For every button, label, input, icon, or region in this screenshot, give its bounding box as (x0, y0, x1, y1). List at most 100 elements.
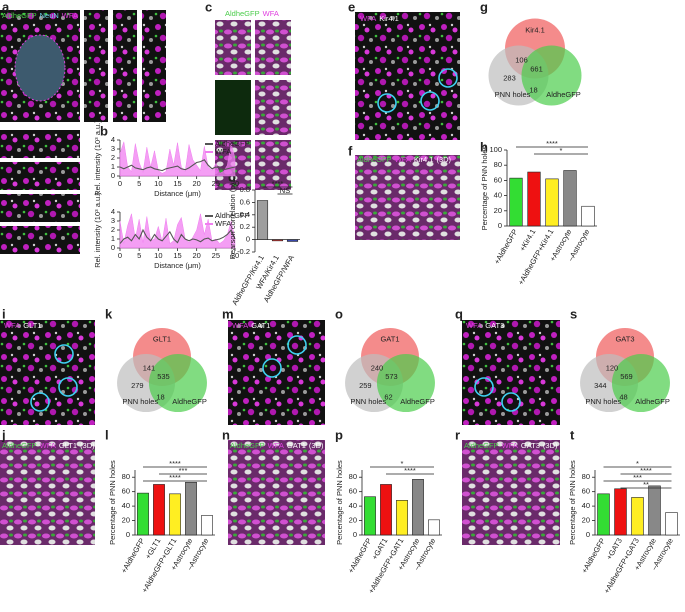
roi-circle (58, 377, 78, 397)
x-tick-label: 20 (192, 179, 200, 188)
panel-letter: a (2, 0, 10, 14)
micrograph (0, 440, 95, 545)
label-part: Kir4.1 (414, 155, 434, 164)
venn-count: 535 (157, 372, 170, 381)
x-tick-label: 25 (212, 251, 220, 260)
venn-set-label: GAT1 (380, 335, 399, 344)
venn-count: 344 (594, 381, 607, 390)
sig-label: **** (404, 466, 416, 475)
y-tick-label: 80 (122, 472, 130, 481)
venn-set-label: GAT3 (615, 335, 634, 344)
venn-count: 48 (619, 393, 627, 402)
legend-label: WFA (215, 219, 231, 228)
y-tick-label: 40 (582, 501, 590, 510)
y-tick-label: 40 (349, 501, 357, 510)
bar (153, 484, 165, 536)
image-label: AldheGFP WFA (3D) (225, 9, 297, 18)
micrograph (142, 10, 166, 122)
y-tick-label: 60 (349, 487, 357, 496)
y-tick-label: 60 (582, 487, 590, 496)
x-tick-label: 5 (137, 179, 141, 188)
venn-set-label: GLT1 (153, 335, 171, 344)
x-tick-label: +AldheGFP (580, 536, 607, 574)
y-tick-label: 60 (122, 487, 130, 496)
x-tick-label: 10 (154, 251, 162, 260)
label-part: AldheGFP (357, 155, 392, 164)
label-part: GLT1 (59, 441, 77, 450)
panel-letter: n (222, 427, 230, 442)
y-tick-label: 4 (111, 207, 115, 216)
bar (364, 496, 376, 536)
venn-count: 569 (620, 372, 633, 381)
label-part: Kir4.1 (379, 14, 399, 23)
y-axis-label: Percentage of PNN holes (108, 460, 117, 545)
venn-count: 240 (371, 364, 384, 373)
y-tick-label: 80 (582, 472, 590, 481)
bar (545, 178, 559, 227)
panel-letter: h (480, 139, 488, 154)
venn-set-label: AldheGFP (172, 397, 207, 406)
micrograph (215, 80, 251, 135)
venn-set (611, 354, 670, 413)
micrograph (113, 10, 137, 122)
x-tick-label: +AldheGFP (492, 227, 519, 265)
micrograph (215, 20, 251, 75)
venn-set-label: Kir4.1 (525, 25, 545, 34)
venn-count: 259 (359, 381, 372, 390)
x-axis-label: Distance (μm) (154, 261, 201, 270)
micrograph (0, 226, 80, 254)
sig-label: NS (280, 186, 290, 195)
roi-circle (438, 68, 458, 88)
neuron (14, 34, 66, 102)
bar (581, 205, 595, 227)
bar (428, 519, 440, 536)
sig-label: *** (179, 466, 188, 475)
sig-label: * (401, 459, 404, 468)
image-label: AldheGFP WFA GAT3 (3D) (464, 441, 558, 450)
micrograph (355, 155, 460, 240)
bar (614, 488, 627, 536)
label-part: GAT1 (251, 321, 270, 330)
micrograph (255, 80, 291, 135)
panel-letter: l (105, 427, 109, 442)
sig-label: * (560, 146, 563, 155)
y-tick-label: 0 (126, 530, 130, 539)
venn-set-label: AldheGFP (635, 397, 670, 406)
sig-label: **** (640, 466, 652, 475)
y-tick-label: 3 (111, 144, 115, 153)
roi-circle (377, 93, 397, 113)
bar (271, 239, 284, 242)
label-part: (3D) (436, 155, 451, 164)
y-tick-label: 60 (494, 175, 502, 184)
x-tick-label: 10 (154, 179, 162, 188)
micrograph (0, 194, 80, 222)
image-label: AldheGFP WFA GLT1 (3D) (2, 441, 95, 450)
venn-count: 661 (530, 64, 543, 73)
image-label: AldheGFP NeuN WFA (2, 11, 78, 20)
bar (509, 177, 523, 227)
label-part: WFA (4, 321, 20, 330)
bar (648, 485, 661, 536)
panel-letter: i (2, 306, 6, 321)
y-tick-label: 0 (246, 235, 250, 244)
image-label: WFA GLT1 (4, 321, 41, 330)
bar (169, 493, 181, 536)
venn-count: 120 (606, 364, 619, 373)
panel-letter: r (455, 427, 460, 442)
venn-set (376, 354, 435, 413)
y-tick-label: 4 (111, 135, 115, 144)
x-tick-label: 5 (137, 251, 141, 260)
y-axis-label: Rel. intensity (10³ a.u.) (93, 192, 102, 268)
micrograph (255, 140, 291, 190)
y-tick-label: 1 (111, 234, 115, 243)
panel-letter: g (480, 0, 488, 14)
venn-count: 283 (503, 73, 516, 82)
panel-letter: d (228, 169, 236, 184)
roi-circle (262, 358, 282, 378)
micrograph (255, 20, 291, 75)
venn-set-label: PNN holes (585, 397, 621, 406)
y-tick-label: 20 (349, 516, 357, 525)
y-tick-label: 3 (111, 216, 115, 225)
x-axis-label: Distance (μm) (154, 189, 201, 198)
